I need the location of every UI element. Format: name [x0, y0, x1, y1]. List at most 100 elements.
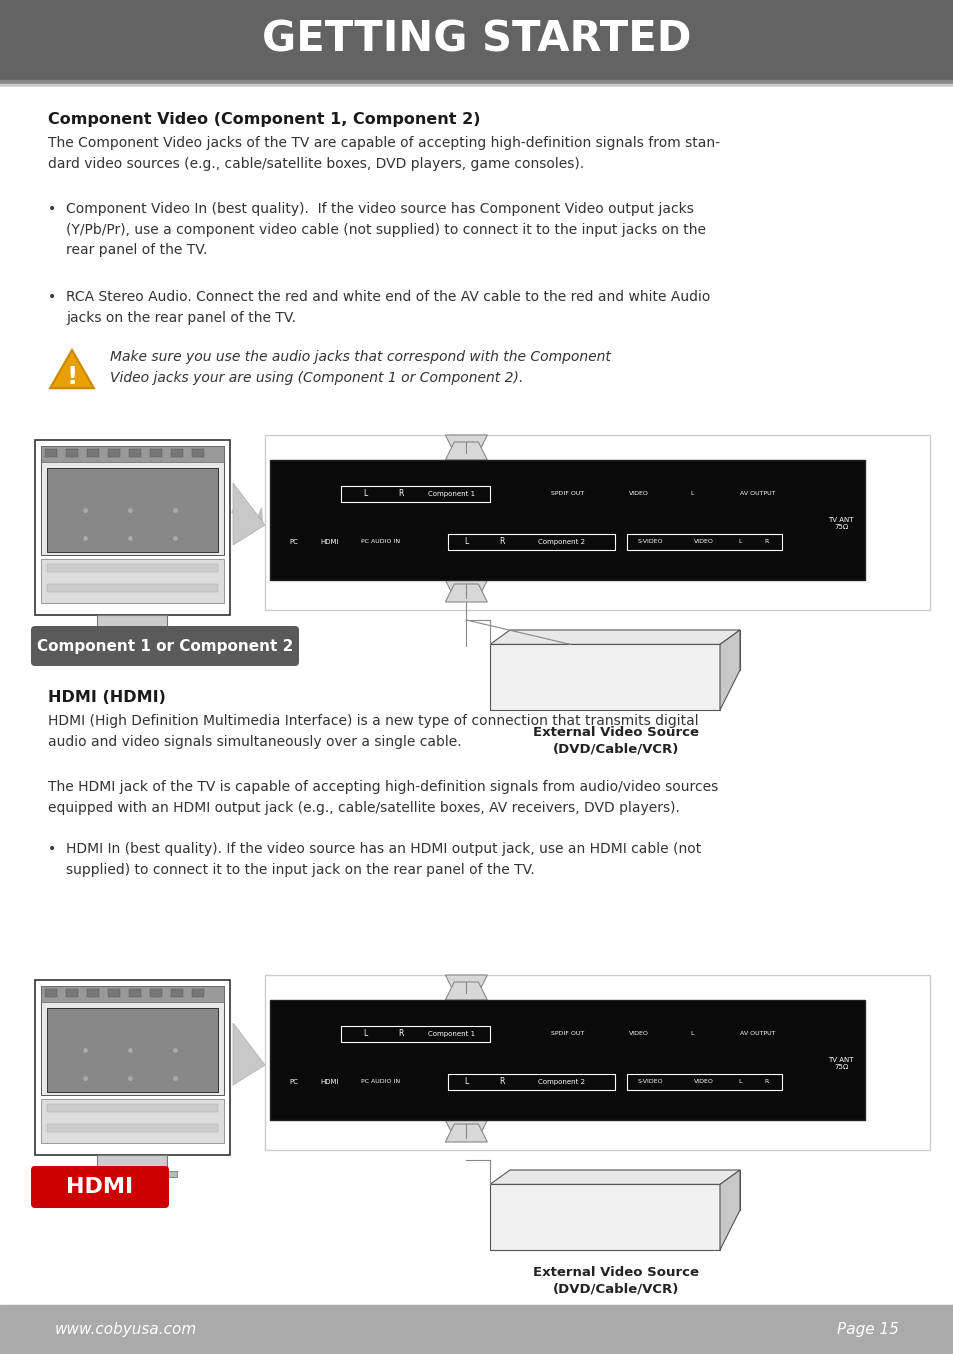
Text: AV OUTPUT: AV OUTPUT: [740, 492, 775, 496]
Bar: [0, 84, 953, 87]
Polygon shape: [490, 1185, 720, 1250]
Text: Component 2: Component 2: [537, 1079, 584, 1085]
Bar: [87, 988, 99, 997]
Bar: [35, 440, 230, 615]
Text: Component 2: Component 2: [537, 539, 584, 544]
Text: Component 1 or Component 2: Component 1 or Component 2: [37, 639, 293, 654]
Bar: [341, 1025, 490, 1041]
Text: !: !: [67, 366, 77, 390]
Bar: [66, 450, 78, 458]
Text: Make sure you use the audio jacks that correspond with the Component
Video jacks: Make sure you use the audio jacks that c…: [110, 349, 610, 385]
Bar: [45, 450, 57, 458]
Bar: [0, 1305, 953, 1354]
Text: (DVD/Cable/VCR): (DVD/Cable/VCR): [553, 1282, 679, 1294]
Bar: [129, 988, 141, 997]
Text: L: L: [738, 1079, 741, 1085]
FancyBboxPatch shape: [30, 1166, 169, 1208]
Bar: [87, 631, 177, 636]
Bar: [626, 533, 781, 550]
Text: VIDEO: VIDEO: [694, 1079, 714, 1085]
Bar: [192, 450, 204, 458]
Text: HDMI (HDMI): HDMI (HDMI): [48, 691, 166, 705]
Bar: [129, 450, 141, 458]
Text: R: R: [498, 538, 504, 546]
Polygon shape: [233, 1024, 265, 1085]
Bar: [626, 1074, 781, 1090]
Text: L: L: [690, 492, 694, 496]
Polygon shape: [720, 1170, 740, 1250]
Bar: [108, 988, 120, 997]
Text: VIDEO: VIDEO: [628, 1032, 648, 1036]
Text: External Video Source: External Video Source: [533, 1266, 699, 1280]
Bar: [66, 988, 78, 997]
Bar: [97, 1155, 167, 1171]
Text: SPDIF OUT: SPDIF OUT: [550, 492, 583, 496]
Bar: [47, 565, 218, 573]
Text: L: L: [363, 489, 367, 498]
Text: L: L: [464, 1076, 468, 1086]
Text: PC: PC: [289, 539, 298, 544]
Polygon shape: [490, 1170, 740, 1185]
Bar: [47, 1105, 218, 1112]
Text: TV ANT
75Ω: TV ANT 75Ω: [827, 517, 853, 531]
Polygon shape: [720, 630, 740, 709]
Bar: [0, 80, 953, 84]
Text: HDMI: HDMI: [320, 1079, 338, 1085]
Text: Component Video In (best quality).  If the video source has Component Video outp: Component Video In (best quality). If th…: [66, 202, 705, 257]
Bar: [87, 450, 99, 458]
Text: The Component Video jacks of the TV are capable of accepting high-definition sig: The Component Video jacks of the TV are …: [48, 135, 720, 171]
Bar: [0, 87, 953, 1305]
Text: Page 15: Page 15: [836, 1322, 898, 1336]
Polygon shape: [445, 1124, 487, 1141]
Text: Component 1: Component 1: [428, 490, 475, 497]
Text: L: L: [738, 539, 741, 544]
Polygon shape: [490, 630, 740, 645]
Bar: [47, 1007, 218, 1091]
Text: R: R: [498, 1076, 504, 1086]
Text: Component Video (Component 1, Component 2): Component Video (Component 1, Component …: [48, 112, 480, 127]
Bar: [35, 980, 230, 1155]
Bar: [448, 1074, 615, 1090]
Text: TV ANT
75Ω: TV ANT 75Ω: [827, 1057, 853, 1071]
Text: •: •: [48, 842, 56, 856]
Bar: [171, 450, 183, 458]
Text: The HDMI jack of the TV is capable of accepting high-definition signals from aud: The HDMI jack of the TV is capable of ac…: [48, 780, 718, 815]
Bar: [97, 615, 167, 631]
Text: VIDEO: VIDEO: [628, 492, 648, 496]
Polygon shape: [50, 349, 94, 389]
Polygon shape: [510, 1170, 740, 1210]
Polygon shape: [233, 483, 265, 546]
Polygon shape: [445, 584, 487, 603]
Bar: [150, 988, 162, 997]
Text: Component 1: Component 1: [428, 1030, 475, 1037]
Bar: [41, 445, 224, 462]
Polygon shape: [445, 435, 487, 454]
Text: HDMI: HDMI: [67, 1177, 133, 1197]
Text: www.cobyusa.com: www.cobyusa.com: [55, 1322, 197, 1336]
Text: R: R: [397, 1029, 403, 1039]
Bar: [41, 1099, 224, 1143]
Bar: [87, 1171, 177, 1177]
Text: L: L: [464, 538, 468, 546]
Bar: [265, 975, 929, 1150]
Bar: [41, 559, 224, 603]
Bar: [171, 988, 183, 997]
Bar: [108, 450, 120, 458]
Bar: [47, 584, 218, 592]
Polygon shape: [445, 441, 487, 460]
Polygon shape: [445, 580, 487, 598]
Text: HDMI (High Definition Multimedia Interface) is a new type of connection that tra: HDMI (High Definition Multimedia Interfa…: [48, 714, 698, 749]
Bar: [45, 988, 57, 997]
Text: •: •: [48, 290, 56, 305]
Bar: [265, 435, 929, 611]
Bar: [41, 986, 224, 1002]
Text: L: L: [690, 1032, 694, 1036]
Bar: [150, 450, 162, 458]
Polygon shape: [445, 975, 487, 992]
Text: SPDIF OUT: SPDIF OUT: [550, 1032, 583, 1036]
Bar: [47, 1124, 218, 1132]
Text: PC AUDIO IN: PC AUDIO IN: [360, 539, 399, 544]
Bar: [341, 486, 490, 501]
Text: R: R: [764, 539, 768, 544]
Text: GETTING STARTED: GETTING STARTED: [262, 19, 691, 61]
